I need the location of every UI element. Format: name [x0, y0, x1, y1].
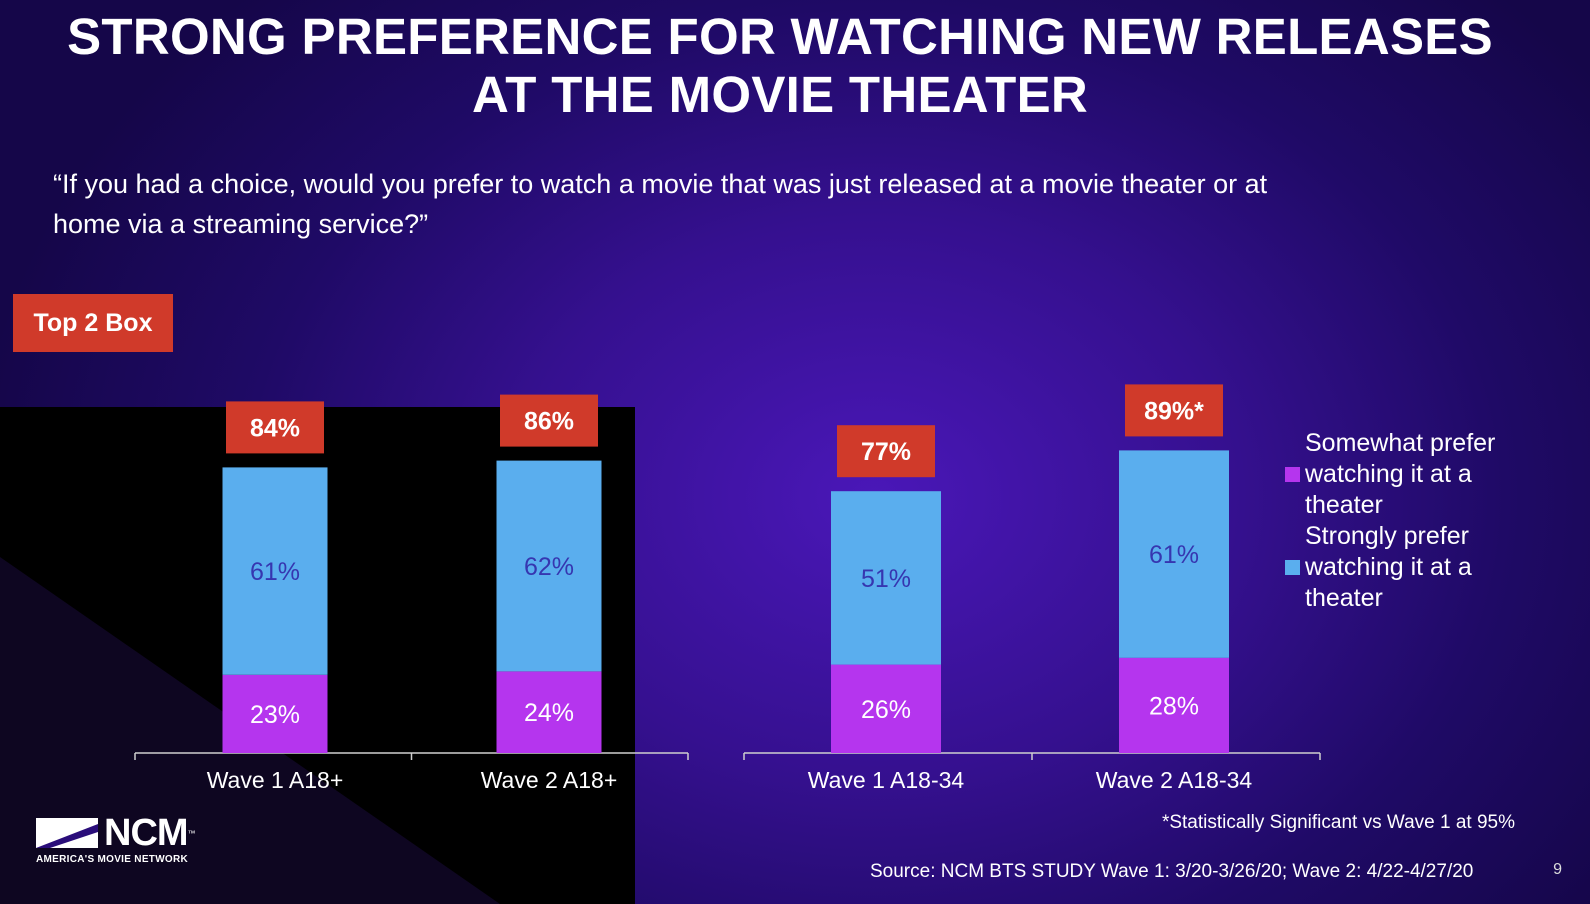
- bar-somewhat-2: [496, 671, 602, 753]
- question-line-1: “If you had a choice, would you prefer t…: [53, 169, 1268, 199]
- page-title: STRONG PREFERENCE FOR WATCHING NEW RELEA…: [0, 8, 1560, 124]
- total-box-4: [1125, 384, 1223, 437]
- category-label-1: Wave 1 A18+: [207, 767, 344, 793]
- data-label-strongly-2: 62%: [524, 553, 574, 581]
- legend-item-strongly: Strongly prefer watching it at a theater: [1285, 521, 1545, 614]
- data-label-somewhat-3: 26%: [861, 696, 911, 724]
- legend-item-somewhat: Somewhat prefer watching it at a theater: [1285, 428, 1545, 521]
- total-label-3: 77%: [861, 438, 911, 466]
- data-label-strongly-4: 61%: [1149, 541, 1199, 569]
- total-box-2: [500, 394, 598, 447]
- data-label-somewhat-2: 24%: [524, 699, 574, 727]
- data-label-somewhat-4: 28%: [1149, 692, 1199, 720]
- footnote: *Statistically Significant vs Wave 1 at …: [1161, 812, 1515, 833]
- category-label-2: Wave 2 A18+: [481, 767, 618, 793]
- total-label-2: 86%: [524, 408, 574, 436]
- logo-tagline: AMERICA'S MOVIE NETWORK: [36, 854, 189, 865]
- legend-swatch-strongly: [1285, 560, 1300, 575]
- total-box-3: [837, 425, 935, 478]
- data-label-strongly-3: 51%: [861, 565, 911, 593]
- bar-strongly-3: [831, 491, 941, 665]
- bar-strongly-1: [222, 467, 328, 675]
- bar-somewhat-3: [831, 664, 941, 753]
- top-2-box-badge: Top 2 Box: [13, 294, 173, 352]
- category-label-3: Wave 1 A18-34: [808, 767, 965, 793]
- title-line-1: STRONG PREFERENCE FOR WATCHING NEW RELEA…: [67, 8, 1493, 65]
- question-line-2: home via a streaming service?”: [53, 209, 429, 239]
- page-number: 9: [1553, 861, 1562, 878]
- legend-swatch-somewhat: [1285, 467, 1300, 482]
- ncm-logo: NCM ™ AMERICA'S MOVIE NETWORK: [36, 812, 196, 865]
- bar-somewhat-4: [1119, 657, 1229, 753]
- total-label-4: 89%*: [1144, 397, 1204, 425]
- bar-somewhat-1: [222, 674, 328, 753]
- ncm-logo-icon: [36, 818, 98, 848]
- category-label-4: Wave 2 A18-34: [1096, 767, 1253, 793]
- title-line-2: AT THE MOVIE THEATER: [471, 66, 1089, 123]
- source-note: Source: NCM BTS STUDY Wave 1: 3/20-3/26/…: [870, 861, 1474, 882]
- chart-legend: Somewhat prefer watching it at a theater…: [1285, 428, 1545, 614]
- legend-label-strongly: Strongly prefer watching it at a theater: [1305, 522, 1472, 612]
- bar-strongly-4: [1119, 450, 1229, 658]
- survey-question: “If you had a choice, would you prefer t…: [53, 164, 1473, 244]
- bar-strongly-2: [496, 460, 602, 672]
- logo-wordmark: NCM: [104, 812, 189, 854]
- total-box-1: [226, 401, 324, 454]
- total-label-1: 84%: [250, 414, 300, 442]
- data-label-somewhat-1: 23%: [250, 701, 300, 729]
- legend-label-somewhat: Somewhat prefer watching it at a theater: [1305, 429, 1496, 519]
- data-label-strongly-1: 61%: [250, 558, 300, 586]
